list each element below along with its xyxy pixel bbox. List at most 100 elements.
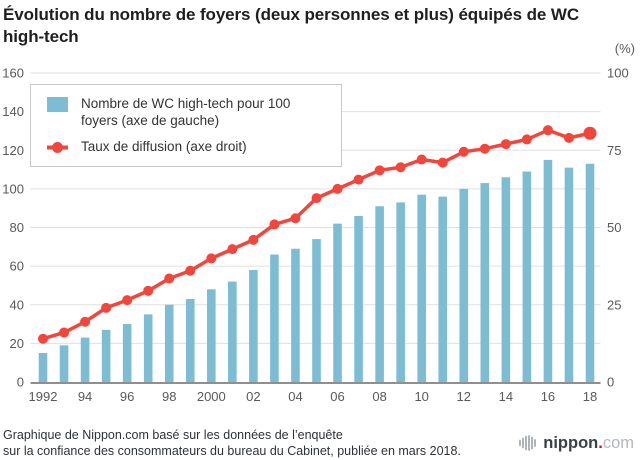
- diffusion-dot-2001: [227, 244, 238, 255]
- x-axis-tick-label: 06: [330, 389, 344, 404]
- bar-1997: [143, 314, 153, 382]
- bar-2008: [375, 206, 384, 382]
- left-axis-tick-label: 120: [2, 143, 24, 158]
- x-axis-tick-label: 98: [162, 389, 176, 404]
- bar-2014: [501, 177, 511, 382]
- bar-series-swatch-icon: [47, 97, 68, 112]
- bar-2003: [270, 254, 279, 382]
- bar-2017: [564, 167, 574, 382]
- x-axis-tick-label: 1992: [29, 389, 58, 404]
- right-axis-tick-label: 100: [607, 66, 629, 81]
- bar-2009: [396, 202, 405, 382]
- nippon-com-logo: nippon.com: [518, 433, 634, 453]
- logo-tld: com: [602, 433, 634, 452]
- diffusion-dot-2005: [311, 193, 322, 204]
- logo-text: nippon.com: [543, 434, 634, 453]
- diffusion-dot-2004: [290, 213, 301, 224]
- logo-dot: .: [598, 433, 603, 452]
- diffusion-dot-2015: [521, 134, 532, 145]
- legend-entry-bars: Nombre de WC high-tech pour 100 foyers (…: [47, 96, 329, 130]
- diffusion-dot-2008: [374, 165, 385, 176]
- right-axis-tick-label: 50: [607, 220, 621, 235]
- bar-2015: [522, 171, 532, 382]
- x-axis-tick-label: 2000: [197, 389, 226, 404]
- left-axis-tick-label: 20: [10, 336, 24, 351]
- bar-2016: [543, 159, 553, 382]
- diffusion-dot-1995: [101, 302, 112, 313]
- diffusion-dot-2011: [437, 157, 448, 168]
- x-axis-tick-label: 02: [246, 389, 260, 404]
- bar-2018: [585, 163, 595, 382]
- legend-label-line: Taux de diffusion (axe droit): [81, 138, 247, 154]
- diffusion-dot-2017: [563, 132, 574, 143]
- x-axis-tick-label: 16: [541, 389, 555, 404]
- right-axis-tick-label: 25: [607, 297, 621, 312]
- diffusion-dot-2009: [395, 162, 406, 173]
- chart-title: Évolution du nombre de foyers (deux pers…: [3, 5, 579, 47]
- diffusion-dot-1992: [38, 333, 48, 344]
- diffusion-dot-2012: [458, 146, 469, 157]
- right-axis-tick-label: 75: [607, 143, 621, 158]
- source-credit-line2: sur la confiance des consommateurs du bu…: [3, 444, 461, 459]
- diffusion-dot-2018: [583, 126, 597, 140]
- left-axis-tick-label: 80: [10, 220, 24, 235]
- source-credit-line1: Graphique de Nippon.com basé sur les don…: [3, 428, 343, 442]
- x-axis-tick-label: 14: [499, 389, 513, 404]
- diffusion-dot-2006: [332, 183, 343, 194]
- nippon-logo-icon: [519, 435, 537, 451]
- logo-name: nippon: [543, 433, 599, 452]
- diffusion-dot-1997: [143, 285, 154, 296]
- x-axis-tick-label: 04: [288, 389, 302, 404]
- left-axis-tick-label: 140: [2, 104, 24, 119]
- legend-label-bars: Nombre de WC high-tech pour 100 foyers (…: [81, 96, 291, 128]
- line-series-marker-icon: [47, 141, 68, 153]
- left-axis-tick-label: 0: [17, 375, 24, 390]
- left-axis-tick-label: 60: [10, 259, 24, 274]
- diffusion-dot-1999: [185, 265, 196, 276]
- bar-2004: [291, 248, 300, 382]
- x-axis-tick-label: 12: [457, 389, 471, 404]
- bar-1998: [164, 304, 174, 382]
- x-axis-tick-label: 08: [372, 389, 386, 404]
- bar-1995: [101, 329, 111, 382]
- diffusion-dot-2010: [416, 154, 427, 165]
- diffusion-dot-2014: [500, 139, 511, 150]
- bar-2006: [333, 223, 342, 382]
- bar-1992: [38, 353, 48, 382]
- x-axis-tick-label: 18: [583, 389, 597, 404]
- diffusion-dot-2000: [206, 253, 217, 264]
- diffusion-dot-2013: [479, 143, 490, 154]
- bar-2007: [354, 215, 363, 382]
- diffusion-dot-1998: [164, 273, 175, 284]
- diffusion-dot-1994: [80, 316, 91, 327]
- bar-2011: [438, 196, 448, 382]
- diffusion-dot-2016: [542, 125, 553, 136]
- bar-1993: [59, 345, 69, 382]
- x-axis-tick-label: 94: [78, 389, 92, 404]
- diffusion-dot-1996: [122, 295, 133, 306]
- bar-1996: [122, 324, 132, 382]
- x-axis-tick-label: 96: [120, 389, 134, 404]
- left-axis-tick-label: 40: [10, 297, 24, 312]
- bar-2001: [228, 281, 237, 382]
- left-axis-tick-label: 100: [2, 181, 24, 196]
- bar-2012: [459, 188, 469, 382]
- bar-2000: [207, 289, 216, 382]
- legend-entry-line: Taux de diffusion (axe droit): [47, 139, 329, 156]
- source-credit: Graphique de Nippon.com basé sur les don…: [3, 427, 461, 460]
- right-axis-tick-label: 0: [607, 375, 614, 390]
- diffusion-dot-1993: [59, 327, 70, 338]
- chart-legend: Nombre de WC high-tech pour 100 foyers (…: [30, 84, 342, 167]
- diffusion-dot-2002: [248, 234, 259, 245]
- diffusion-dot-2003: [269, 219, 280, 230]
- bar-2002: [249, 269, 258, 382]
- right-axis-unit-label: (%): [614, 41, 635, 56]
- bar-2005: [312, 239, 321, 382]
- left-axis-tick-label: 160: [2, 66, 24, 81]
- bar-1999: [185, 298, 195, 382]
- x-axis-tick-label: 10: [414, 389, 428, 404]
- bar-2010: [417, 194, 426, 382]
- diffusion-dot-2007: [353, 174, 364, 185]
